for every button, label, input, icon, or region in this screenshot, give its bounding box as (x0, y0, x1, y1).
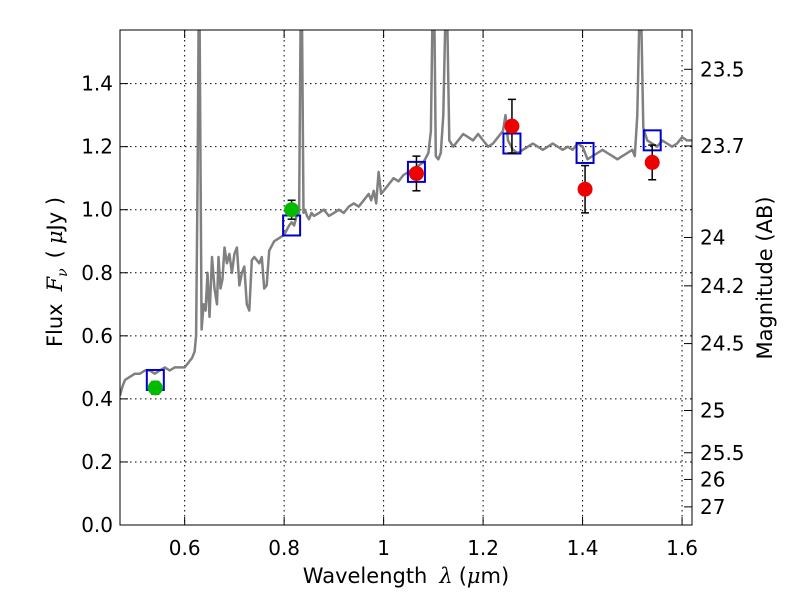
observed-point (147, 380, 163, 396)
x-tick-label: 1.6 (666, 536, 698, 560)
y-tick-label: 0.6 (81, 324, 113, 348)
y-tick-label: 1.0 (81, 198, 113, 222)
y2-tick-label: 26 (700, 467, 725, 491)
y2-axis-label: Magnitude (AB) (753, 196, 777, 359)
grid (120, 30, 692, 525)
y-tick-label: 1.4 (81, 72, 113, 96)
y2-tick-label: 23.5 (700, 57, 745, 81)
y2-tick-label: 25.5 (700, 441, 745, 465)
x-axis-label: Wavelength λ (μm) (303, 564, 509, 588)
y-tick-label: 0.8 (81, 261, 113, 285)
observed-point (408, 165, 424, 181)
y-tick-label: 0.2 (81, 450, 113, 474)
y-tick-label: 0.0 (81, 513, 113, 537)
y-axis-label: FluxFν(μJy ) (43, 197, 71, 347)
plot-area (120, 30, 692, 397)
model-square-marker (575, 141, 595, 164)
observed-point (504, 118, 520, 134)
y2-tick-label: 25 (700, 399, 725, 423)
x-tick-label: 0.6 (169, 536, 201, 560)
y2-tick-label: 24 (700, 225, 725, 249)
y-tick-label: 0.4 (81, 387, 113, 411)
x-tick-label: 1 (377, 536, 390, 560)
x-tick-label: 0.8 (268, 536, 300, 560)
observed-point (577, 181, 593, 197)
y2-tick-label: 24.2 (700, 274, 745, 298)
y2-tick-label: 23.7 (700, 134, 745, 158)
axes: 0.6 0.8 1 1.2 1.4 1.6 0.0 0.2 0.4 0.6 0.8 1.0 1.2 1.4… (81, 29, 745, 560)
observed-point (284, 202, 300, 218)
plot-frame (119, 29, 693, 526)
y2-tick-label: 27 (700, 495, 725, 519)
y2-tick-label: 24.5 (700, 332, 745, 356)
observed-point (644, 154, 660, 170)
x-tick-label: 1.4 (567, 536, 599, 560)
y-tick-label: 1.2 (81, 135, 113, 159)
plot-series (120, 30, 692, 397)
x-tick-label: 1.2 (467, 536, 499, 560)
